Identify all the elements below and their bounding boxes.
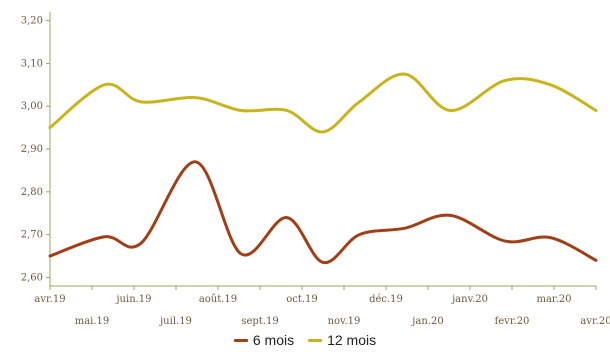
legend-item-6-mois[interactable]: 6 mois (233, 332, 295, 348)
x-tick-label: mai.19 (75, 316, 110, 327)
x-tick-label: fevr.20 (495, 316, 530, 327)
x-tick-label: avr.19 (34, 294, 65, 305)
x-tick-label: mar.20 (536, 294, 571, 305)
series-line-6-mois (48, 160, 598, 264)
legend: 6 mois 12 mois (0, 330, 610, 350)
legend-swatch-6-mois (233, 338, 248, 342)
legend-item-12-mois[interactable]: 12 mois (308, 332, 376, 348)
x-tick-label: août.19 (199, 294, 237, 305)
x-tick-label: nov.19 (328, 316, 361, 327)
legend-label-6-mois: 6 mois (252, 332, 295, 348)
y-tick-label: 2,90 (21, 144, 43, 155)
legend-label-12-mois: 12 mois (327, 332, 377, 348)
plot-area: 2,60 2,70 2,80 2,90 3,00 3,10 3,20 avr.19 mai.19… (21, 12, 610, 327)
series-line-12-mois (48, 72, 598, 134)
y-tick-label: 2,70 (21, 230, 43, 241)
y-tick-label: 3,10 (21, 58, 43, 69)
x-tick-label: juil.19 (159, 316, 192, 327)
x-tick-label: janv.20 (451, 294, 488, 305)
x-tick-label: juin.19 (115, 294, 151, 305)
y-tick-label: 2,80 (21, 187, 43, 198)
x-tick-label: sept.19 (241, 316, 278, 327)
x-tick-label: jan.20 (411, 316, 443, 327)
y-tick-label: 3,20 (21, 16, 43, 27)
x-tick-label: avr.20 (580, 316, 610, 327)
x-tick-label: oct.19 (286, 294, 318, 305)
legend-swatch-12-mois (308, 338, 323, 342)
x-tick-label: déc.19 (369, 294, 403, 305)
y-tick-label: 2,60 (21, 272, 43, 283)
y-tick-label: 3,00 (21, 101, 43, 112)
